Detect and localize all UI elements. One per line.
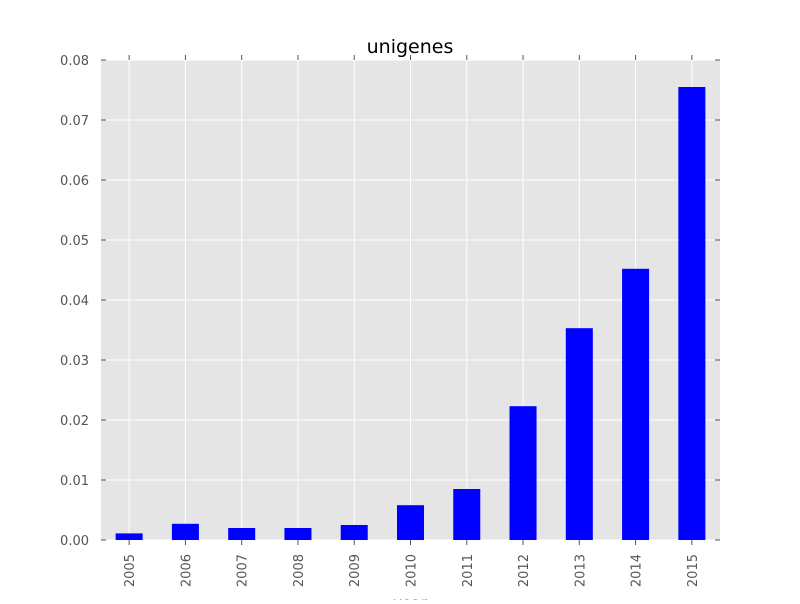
x-tick-label: 2012 (517, 554, 532, 587)
bar-2014 (622, 268, 650, 540)
x-tick-label: 2010 (405, 554, 420, 587)
x-tick-label: 2008 (292, 554, 307, 587)
x-tick-label: 2007 (236, 554, 251, 587)
y-tick-label: 0.08 (60, 54, 89, 69)
x-tick-label: 2011 (461, 554, 476, 587)
bar-2005 (115, 533, 143, 540)
y-tick-labels: 0.00 0.01 0.02 0.03 0.04 0.05 0.06 0.07 0.08 (60, 54, 89, 549)
y-tick-label: 0.04 (60, 294, 89, 309)
bar-2013 (565, 328, 593, 540)
bar-2008 (284, 528, 312, 540)
chart-title: unigenes (367, 36, 454, 58)
y-tick-label: 0.06 (60, 174, 89, 189)
bar-2006 (171, 523, 199, 540)
x-tick-label: 2006 (179, 554, 194, 587)
bar-2009 (340, 525, 368, 540)
tick-marks (101, 55, 720, 545)
bar-2011 (453, 489, 481, 540)
x-tick-label: 2005 (123, 554, 138, 587)
y-tick-label: 0.02 (60, 414, 89, 429)
bar-2010 (396, 505, 425, 540)
x-tick-label: 2009 (348, 554, 363, 587)
y-tick-label: 0.00 (60, 534, 89, 549)
x-tick-labels: 2005 2006 2007 2008 2009 2010 2011 2012 2013 2014… (123, 554, 701, 587)
bar-2007 (228, 528, 256, 540)
y-tick-label: 0.01 (60, 474, 89, 489)
x-tick-label: 2013 (573, 554, 588, 587)
bar-2012 (509, 406, 537, 540)
y-tick-label: 0.05 (60, 234, 89, 249)
y-tick-label: 0.07 (60, 114, 89, 129)
x-tick-label: 2014 (630, 554, 645, 587)
x-axis-label: year (393, 594, 427, 600)
x-tick-label: 2015 (686, 554, 701, 587)
bar-2015 (678, 87, 706, 540)
bars (115, 87, 706, 540)
y-tick-label: 0.03 (60, 354, 89, 369)
